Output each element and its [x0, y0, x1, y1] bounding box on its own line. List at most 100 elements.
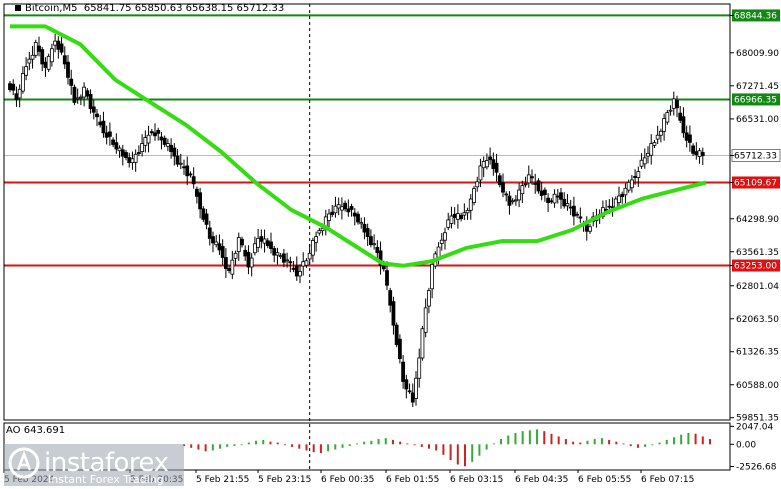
ao-indicator: 2047.04 0.00 -2526.68 [183, 422, 777, 472]
candle-body [320, 227, 325, 232]
level-tag-label: 65109.67 [734, 178, 777, 188]
candle-body [243, 249, 248, 257]
candle-body [11, 83, 16, 91]
candle-body [571, 205, 576, 217]
candle-body [552, 193, 557, 204]
candle-body [636, 171, 641, 178]
candle-body [481, 161, 486, 169]
candle-body [468, 198, 473, 211]
y-tick-label: 61326.35 [736, 348, 779, 358]
candle-body [533, 182, 538, 185]
candle-body [507, 195, 512, 206]
candle-body [694, 151, 699, 156]
candle-body [56, 40, 61, 50]
ohlc-values: 65841.75 65850.63 65638.15 65712.33 [83, 3, 285, 14]
candle-body [256, 237, 261, 248]
y-tick-label: 62801.04 [736, 282, 779, 292]
candle-body [43, 61, 48, 68]
candle-body [198, 192, 203, 210]
candle-body [294, 265, 299, 277]
candle-body [246, 252, 251, 268]
x-tick-label: 6 Feb 01:55 [386, 475, 439, 485]
candle-body [504, 193, 509, 196]
candle-body [201, 208, 206, 220]
candle-body [388, 290, 393, 306]
candle-body [172, 147, 177, 157]
moving-average [10, 24, 707, 268]
candle-body [665, 112, 670, 123]
candle-body [513, 199, 518, 202]
candle-body [69, 78, 74, 86]
candle-body [188, 173, 193, 176]
candle-body [207, 227, 212, 239]
candle-body [555, 195, 560, 198]
candle-body [8, 83, 12, 90]
candle-body [227, 268, 232, 271]
ao-tick-label: -2526.68 [736, 462, 777, 472]
candle-body [327, 213, 331, 221]
candle-body [407, 390, 412, 393]
candle-body [620, 193, 625, 198]
candle-body [333, 205, 338, 214]
ma-line [10, 24, 707, 268]
candle-body [362, 223, 367, 233]
level-tag [732, 176, 780, 189]
candle-body [491, 159, 496, 170]
candle-body [430, 263, 435, 290]
candle-body [159, 136, 164, 141]
candle-body [281, 253, 286, 263]
candle-body [272, 248, 277, 256]
candle-body [136, 152, 141, 154]
instaforex-logo-icon [4, 444, 184, 486]
price-axis: 68009.90 67271.45 66531.00 64298.90 63561.35… [730, 14, 779, 424]
candle-body [220, 246, 225, 258]
level-tag [732, 93, 780, 106]
candle-body [285, 259, 290, 262]
candle-body [127, 157, 132, 164]
candle-body [668, 109, 673, 112]
level-tag [732, 9, 780, 22]
candle-body [671, 98, 676, 109]
candle-body [346, 208, 351, 213]
candle-body [182, 166, 186, 169]
candle-body [298, 271, 302, 277]
x-tick-label: 6 Feb 00:35 [321, 475, 374, 485]
candle-body [475, 181, 480, 188]
level-tag-label: 65712.33 [734, 152, 777, 162]
candle-body [517, 189, 522, 201]
candle-body [336, 204, 341, 209]
candle-body [510, 200, 515, 203]
candle-body [578, 216, 583, 219]
candle-body [372, 243, 377, 246]
candle-body [649, 143, 654, 156]
candle-body [655, 134, 660, 140]
candle-body [104, 132, 109, 138]
candle-body [675, 100, 679, 109]
indicator-label: AO 643.691 [6, 425, 66, 436]
candle-body [652, 142, 657, 146]
candle-body [259, 236, 264, 242]
candle-body [53, 40, 58, 46]
candle-body [27, 58, 32, 64]
candle-body [472, 188, 476, 204]
candle-body [497, 175, 502, 186]
candle-body [143, 137, 148, 146]
symbol-marker-icon [15, 5, 21, 11]
candle-body [523, 183, 528, 186]
candle-body [575, 213, 580, 216]
candle-body [488, 156, 493, 161]
y-tick-label: 60588.00 [736, 381, 779, 391]
candle-body [691, 145, 696, 154]
candle-body [359, 222, 364, 225]
candle-body [343, 202, 348, 210]
candle-body [20, 73, 25, 92]
candle-body [33, 42, 38, 56]
candle-body [85, 90, 90, 97]
candle-body [646, 153, 650, 157]
candle-body [175, 155, 180, 165]
candle-body [626, 181, 631, 191]
candle-body [658, 130, 663, 136]
candle-body [378, 250, 383, 266]
candle-body [639, 159, 644, 167]
candle-body [82, 86, 87, 98]
